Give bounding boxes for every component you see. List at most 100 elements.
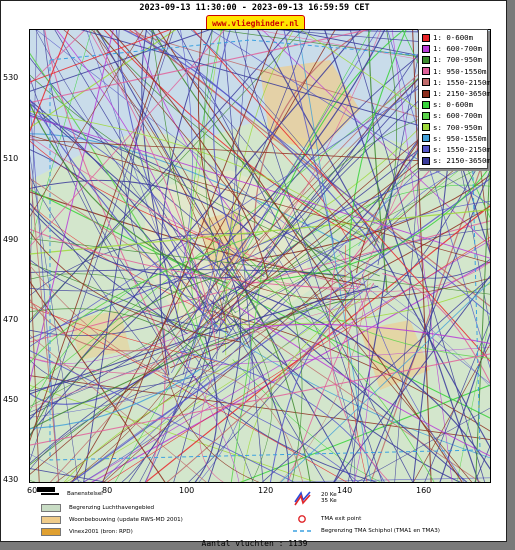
legend-item: s: 0-600m [419, 99, 487, 110]
legend-label: s: 0-600m [433, 100, 474, 110]
flight-track [230, 258, 265, 482]
flight-track [30, 335, 207, 482]
flight-track [63, 30, 228, 334]
flight-track [347, 270, 359, 482]
flight-track [338, 251, 370, 482]
legend-swatch [422, 111, 430, 120]
flight-track [96, 30, 354, 482]
flight-track [201, 346, 490, 367]
flight-track [225, 272, 490, 300]
flight-track [331, 246, 490, 279]
key-vinex: Vinex2001 (bron: RPD) [41, 528, 133, 536]
flight-track [30, 209, 490, 255]
flight-track [109, 30, 269, 279]
flight-track [30, 133, 341, 243]
legend-item: s: 700-950m [419, 122, 487, 133]
flight-track [141, 30, 186, 344]
altitude-legend: 1: 0-600m 1: 600-700m 1: 700-950m 1: 950-15… [418, 29, 491, 169]
flight-track [30, 191, 365, 286]
flight-track [225, 266, 311, 482]
flight-track [30, 30, 211, 92]
flight-track [356, 407, 490, 482]
flight-track [30, 243, 40, 482]
legend-label: s: 950-1550m [433, 133, 487, 143]
flight-track [387, 30, 490, 369]
flight-track [30, 265, 168, 376]
key-noise-35: 35 Ke [321, 498, 337, 504]
key-tma-exit-label: TMA exit point [321, 516, 362, 522]
x-tick-80: 80 [102, 486, 113, 495]
flight-track [238, 322, 273, 482]
legend-item: s: 600-700m [419, 110, 487, 121]
flight-track [280, 281, 490, 482]
scale-bar [37, 487, 55, 492]
flight-track [86, 30, 209, 369]
flight-track [115, 30, 233, 332]
flight-track [184, 367, 303, 482]
flight-track [106, 236, 490, 482]
flight-track [30, 228, 356, 290]
flight-track [30, 246, 272, 292]
flight-track [30, 30, 479, 391]
key-housing-label: Woonbebouwing (update RWS-MD 2001) [69, 517, 183, 523]
key-housing: Woonbebouwing (update RWS-MD 2001) [41, 516, 183, 524]
y-tick-450: 450 [3, 395, 19, 404]
flight-track [157, 30, 463, 482]
flight-track [424, 320, 490, 482]
noise-contour-icon [294, 491, 311, 506]
flight-track [30, 30, 70, 133]
legend-item: s: 2150-3650m [419, 155, 491, 166]
flight-track [216, 30, 249, 360]
flight-track [30, 30, 226, 247]
map-canvas [30, 30, 490, 482]
flight-track [269, 291, 363, 482]
flight-track [30, 238, 490, 295]
flight-track [199, 378, 224, 482]
flight-track [30, 30, 38, 295]
x-tick-160: 160 [416, 486, 432, 495]
flight-track [297, 30, 372, 482]
key-tma-exit: TMA exit point [293, 514, 361, 524]
flight-track [30, 149, 209, 324]
legend-swatch [422, 55, 430, 64]
key-vinex-label: Vinex2001 (bron: RPD) [69, 529, 133, 535]
flight-track [244, 323, 490, 345]
housing-swatch [41, 516, 61, 524]
flight-track [30, 112, 223, 280]
flight-track [170, 205, 490, 369]
flight-track [30, 114, 332, 261]
legend-item: 1: 0-600m [419, 32, 487, 43]
flight-track [102, 30, 278, 482]
x-tick-120: 120 [258, 486, 274, 495]
flight-track [271, 248, 356, 482]
legend-label: 1: 950-1550m [433, 66, 487, 76]
flight-track [144, 239, 221, 482]
flight-track [412, 30, 432, 482]
flight-track [30, 74, 380, 277]
flight-track [128, 30, 435, 482]
flight-track [222, 30, 386, 249]
key-runway: Banenstelsel [41, 491, 103, 497]
flight-track [30, 166, 60, 482]
key-airport-boundary-label: Begrenzing Luchthavengebied [69, 505, 155, 511]
legend-swatch [422, 156, 430, 165]
flight-track [258, 165, 490, 282]
flight-track [30, 298, 355, 430]
flight-track [203, 30, 245, 345]
flight-track [30, 139, 490, 165]
flight-track [30, 301, 348, 482]
tma-boundary-line [49, 39, 481, 461]
flight-track [63, 359, 239, 482]
flight-track [30, 203, 226, 322]
y-tick-470: 470 [3, 315, 19, 324]
legend-label: 1: 1550-2150m [433, 77, 491, 87]
flight-track [287, 282, 375, 482]
time-range-title: 2023-09-13 11:30:00 - 2023-09-13 16:59:5… [139, 3, 370, 13]
flight-track [121, 325, 216, 482]
flight-track [30, 308, 215, 372]
legend-item: s: 1550-2150m [419, 144, 491, 155]
flight-track [328, 263, 391, 482]
flight-count: Aantal vluchten : 1139 [201, 539, 308, 548]
legend-swatch [422, 33, 430, 42]
key-airport-boundary: Begrenzing Luchthavengebied [41, 504, 154, 512]
